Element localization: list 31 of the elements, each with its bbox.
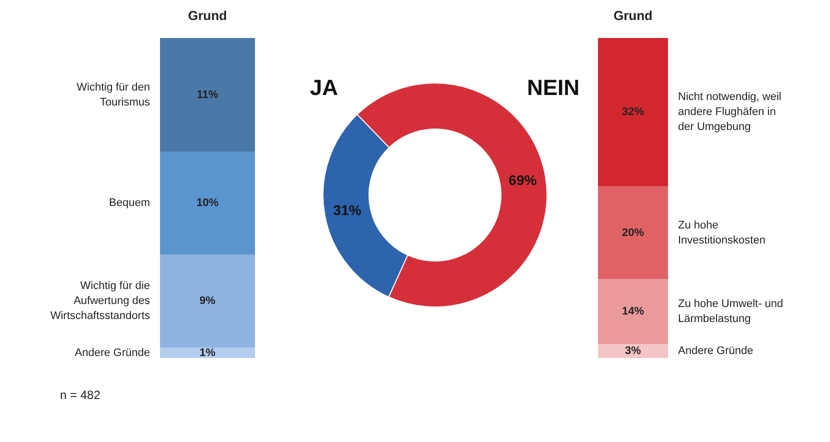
data-label: 3% <box>625 345 642 358</box>
series-label: Bequem <box>109 197 150 210</box>
bar <box>160 254 255 348</box>
series-label: Wichtig für die Aufwertung des Wirtschaftsstandorts <box>50 280 150 322</box>
data-label: 14% <box>622 306 644 318</box>
data-label: 11% <box>196 88 218 101</box>
series-label: Zu hohe Umwelt- und Lärmbelastung <box>678 298 784 326</box>
bar <box>598 38 668 186</box>
bar <box>160 38 255 152</box>
series-label: Wichtig für den Tourismus <box>76 81 150 108</box>
data-label: 10% <box>196 197 219 210</box>
data-label: 32% <box>622 106 644 118</box>
series-label: Nicht notwendig, weil andere Flughäfen in der Umgebung <box>678 91 782 134</box>
data-label: 1% <box>200 346 216 359</box>
chart-title: Grund <box>187 8 228 23</box>
series-label: Andere Gründe <box>74 346 150 359</box>
data-label: 20% <box>622 226 644 239</box>
bar <box>598 344 668 358</box>
slice-label: JA <box>310 75 338 100</box>
chart-title: Grund <box>612 8 654 23</box>
bar <box>598 186 668 280</box>
bar <box>598 279 668 344</box>
bar <box>160 152 255 255</box>
data-label: 9% <box>200 295 216 308</box>
data-label: 69% <box>508 172 538 188</box>
series-label: Zu hohe Investitionskosten <box>678 219 766 246</box>
series-label: Andere Gründe <box>678 345 754 358</box>
slice-label: NEIN <box>527 75 580 100</box>
text: n = 482 <box>60 388 100 402</box>
bar <box>160 348 255 358</box>
data-label: 31% <box>333 202 362 218</box>
